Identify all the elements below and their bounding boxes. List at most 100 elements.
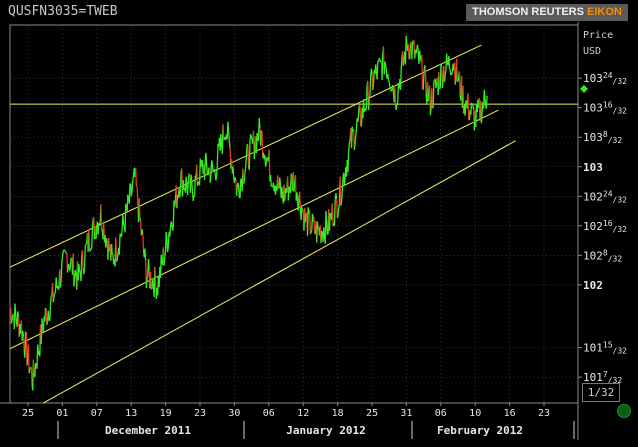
price-segment [338,202,341,209]
price-segment [29,367,32,370]
brand-name: THOMSON REUTERS [472,6,588,18]
price-segment [297,198,300,211]
price-segment [329,212,332,215]
price-segment [128,183,131,204]
price-segment [100,204,103,229]
price-segment [62,249,65,252]
price-segment [387,73,390,80]
price-segment [450,71,453,75]
plot-area[interactable] [10,35,578,409]
price-segment [91,219,94,231]
price-segment [480,111,483,124]
price-segment [390,89,393,92]
price-segment [10,320,13,324]
price-segment [348,142,351,152]
y-axis-title-1: USD [583,46,601,57]
price-segment [253,147,256,160]
price-segment [380,60,382,64]
price-segment [34,362,37,367]
x-month-label: February 2012 [437,424,523,437]
x-tick-label: 06 [435,408,447,419]
channel-line-mid [10,109,499,350]
grid-lines [10,25,578,403]
price-segment [250,137,253,140]
price-segment [139,217,142,221]
price-segment [61,256,64,263]
price-segment [131,180,134,191]
price-segment [375,64,378,72]
price-segment [439,87,441,90]
price-segment [484,97,487,106]
price-segment [431,106,434,109]
price-segment [10,307,13,324]
price-segment [47,310,50,321]
price-segment [81,250,84,269]
price-segment [353,144,356,151]
price-segment [228,131,231,142]
price-segment [365,84,368,107]
price-segment [244,165,247,173]
price-segment [142,234,145,250]
y-tick-label: 10324/32 [583,71,627,86]
price-segment [154,266,157,283]
y-axis-title-0: Price [583,30,613,41]
price-segment [313,216,316,233]
scale-handle[interactable] [617,404,631,418]
price-increment-box[interactable]: 1/32 [582,383,620,402]
price-segment [124,203,127,233]
brand-logo: THOMSON REUTERS EIKON [466,4,628,21]
price-segment [409,42,412,59]
price-segment [357,105,360,114]
plot-border [9,24,579,404]
price-segment [433,80,436,82]
price-segment [130,190,133,197]
price-segment [450,74,453,76]
price-segment [457,75,460,82]
price-segment [222,124,225,140]
price-segment [331,203,334,227]
price-segment [44,308,47,322]
price-segment [396,102,399,105]
price-segment [228,141,231,149]
price-segment [431,88,434,109]
price-segment [347,150,350,173]
price-segment [30,367,33,384]
y-tick-label: 10115/32 [583,341,627,356]
price-segment [41,318,44,329]
price-segment [187,174,190,183]
price-segment [14,303,17,315]
price-segment [243,172,246,182]
x-tick-label: 23 [538,408,550,419]
price-segment [368,95,371,98]
price-segment [438,71,441,90]
price-segment [285,190,288,194]
price-segment [309,232,312,235]
price-segment [50,294,53,297]
y-tick-label: 102 [583,279,603,292]
x-tick-label: 19 [160,408,172,419]
price-segment [464,101,467,116]
price-segment [246,143,249,146]
price-segment [429,109,432,116]
price-segment [28,368,31,374]
price-segment [354,135,357,145]
price-segment [22,330,25,337]
x-tick-label: 16 [504,408,516,419]
price-segment [379,59,382,62]
price-segment [407,44,410,60]
y-tick-label: 10316/32 [583,101,627,116]
price-segment [122,214,125,225]
price-segment [432,81,435,108]
price-segment [83,246,86,268]
price-segment [392,85,395,93]
price-segment [24,331,27,335]
price-segment [59,280,62,288]
price-segment [415,48,418,54]
price-segment [446,53,449,65]
price-segment [416,44,419,53]
x-tick-label: 25 [22,408,34,419]
price-segment [147,259,150,271]
price-segment [190,174,193,181]
price-segment [458,71,461,96]
